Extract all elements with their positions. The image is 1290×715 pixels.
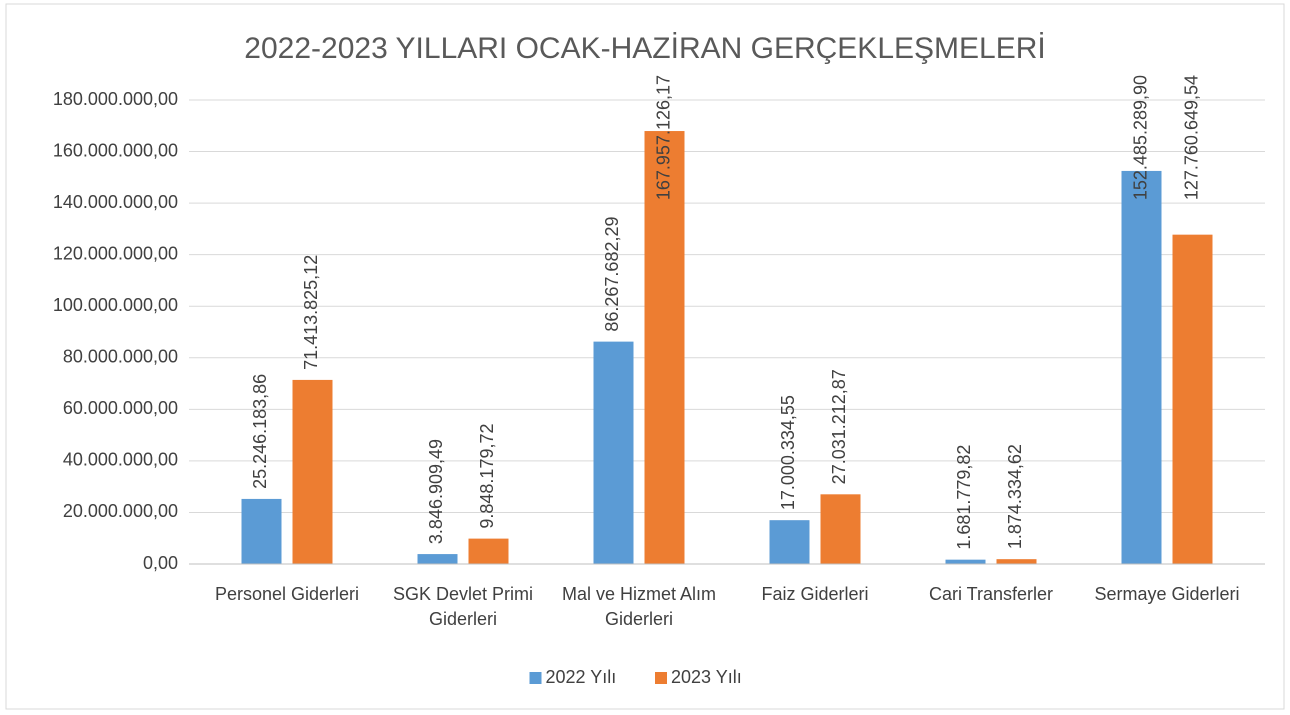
bar xyxy=(1121,170,1162,564)
x-tick-label: Personel Giderleri xyxy=(214,584,360,604)
data-label: 152.485.289,90 xyxy=(1130,75,1150,200)
bar xyxy=(644,131,685,564)
legend-swatch xyxy=(655,672,667,684)
y-tick-label: 40.000.000,00 xyxy=(63,450,178,470)
y-tick-label: 160.000.000,00 xyxy=(53,140,178,160)
data-label: 86.267.682,29 xyxy=(602,216,622,331)
bar xyxy=(769,520,810,564)
y-tick-label: 60.000.000,00 xyxy=(63,398,178,418)
y-tick-label: 100.000.000,00 xyxy=(53,295,178,315)
data-label: 9.848.179,72 xyxy=(477,424,497,529)
bar xyxy=(417,554,458,564)
data-label: 17.000.334,55 xyxy=(778,395,798,510)
bar xyxy=(1172,234,1213,564)
bar xyxy=(945,559,986,564)
data-label: 1.874.334,62 xyxy=(1005,444,1025,549)
data-label: 25.246.183,86 xyxy=(250,374,270,489)
chart-title: 2022-2023 YILLARI OCAK-HAZİRAN GERÇEKLEŞ… xyxy=(244,32,1045,65)
y-tick-label: 0,00 xyxy=(143,553,178,573)
y-tick-label: 180.000.000,00 xyxy=(53,89,178,109)
bar xyxy=(292,379,333,564)
bar xyxy=(820,494,861,564)
x-tick-label: Mal ve Hizmet Alım Giderleri xyxy=(561,584,717,629)
x-tick-label: SGK Devlet Primi Giderleri xyxy=(392,584,534,629)
y-tick-label: 120.000.000,00 xyxy=(53,243,178,263)
legend-label: 2023 Yılı xyxy=(671,667,742,687)
data-label: 71.413.825,12 xyxy=(301,255,321,370)
data-label: 167.957.126,17 xyxy=(653,75,673,200)
data-label: 27.031.212,87 xyxy=(829,369,849,484)
data-label: 3.846.909,49 xyxy=(426,439,446,544)
bar xyxy=(593,341,634,564)
y-tick-label: 80.000.000,00 xyxy=(63,347,178,367)
legend-label: 2022 Yılı xyxy=(546,667,617,687)
x-tick-label: Cari Transferler xyxy=(928,584,1054,604)
y-tick-label: 20.000.000,00 xyxy=(63,501,178,521)
data-label: 1.681.779,82 xyxy=(954,445,974,550)
x-tick-label: Faiz Giderleri xyxy=(761,584,869,604)
legend-swatch xyxy=(529,672,542,684)
bar xyxy=(468,538,509,564)
x-tick-label: Sermaye Giderleri xyxy=(1094,584,1240,604)
y-tick-label: 140.000.000,00 xyxy=(53,192,178,212)
bar xyxy=(996,559,1037,564)
bar xyxy=(241,498,282,564)
data-label: 127.760.649,54 xyxy=(1181,75,1201,200)
